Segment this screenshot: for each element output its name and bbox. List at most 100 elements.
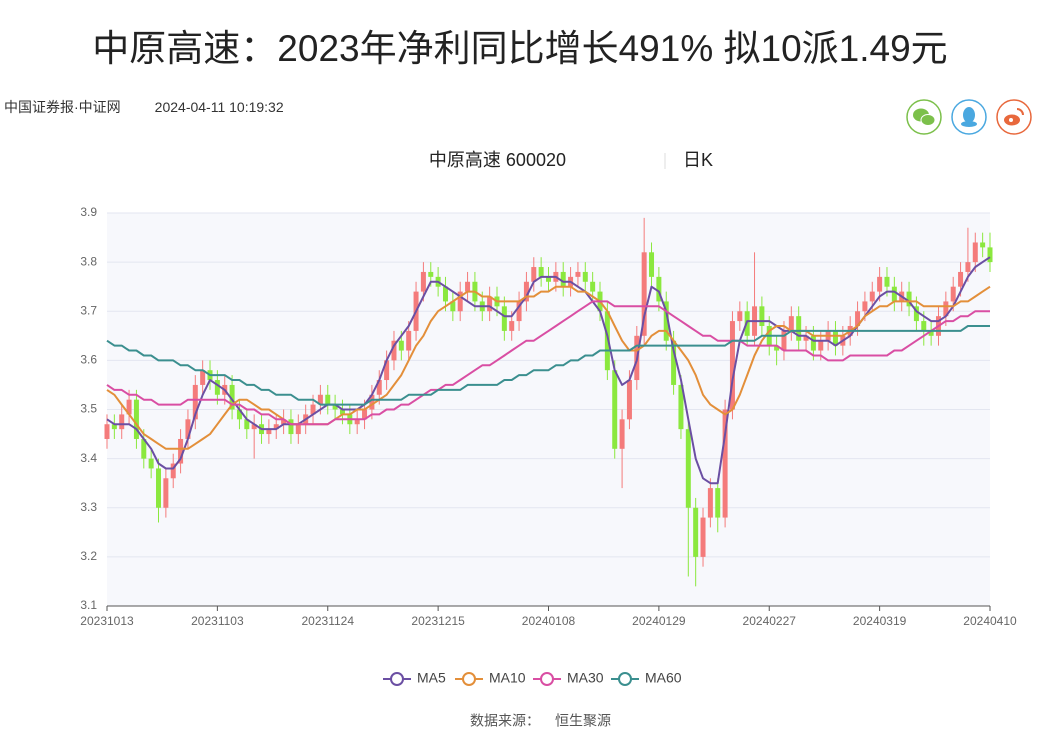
- candle-body: [362, 409, 368, 420]
- chart-period: 日K: [683, 150, 713, 170]
- article-meta: 中国证券报·中证网 2024-04-11 10:19:32: [4, 97, 284, 117]
- candle-body: [575, 271, 581, 277]
- candle-body: [928, 330, 934, 336]
- candle-body: [126, 399, 132, 415]
- candle-body: [457, 291, 463, 312]
- y-tick-label: 3.2: [80, 549, 97, 563]
- share-qq[interactable]: [951, 99, 987, 135]
- candle-body: [376, 380, 382, 395]
- candle-body: [796, 316, 802, 341]
- y-tick-label: 3.3: [80, 500, 97, 514]
- candle-body: [163, 478, 169, 508]
- candle-body: [788, 316, 794, 331]
- x-tick-label: 20240227: [743, 614, 797, 628]
- candle-body: [141, 438, 147, 459]
- candle-body: [200, 370, 206, 385]
- candle-body: [354, 419, 360, 425]
- candle-body: [950, 286, 956, 302]
- candle-body: [310, 404, 316, 415]
- candle-body: [325, 394, 331, 405]
- legend-label: MA5: [417, 670, 446, 686]
- candle-body: [700, 517, 706, 557]
- candle-body: [244, 419, 250, 430]
- candle-body: [465, 281, 471, 292]
- candle-body: [737, 311, 743, 322]
- candle-body: [295, 424, 301, 435]
- x-tick-label: 20240129: [632, 614, 686, 628]
- candle-body: [229, 384, 235, 410]
- candle-body: [501, 306, 507, 331]
- footer-source: 恒生聚源: [555, 713, 611, 729]
- candle-body: [148, 458, 154, 469]
- ma-line: [106, 325, 990, 406]
- legend-marker: [540, 672, 554, 686]
- candle-body: [538, 267, 544, 277]
- candle-body: [111, 424, 117, 430]
- x-tick-label: 20240410: [963, 614, 1017, 628]
- candle-body: [869, 291, 875, 302]
- candle-body: [560, 271, 566, 287]
- legend-marker: [462, 672, 476, 686]
- candle-body: [487, 296, 493, 312]
- candle-body: [384, 360, 390, 381]
- candle-body: [641, 252, 647, 336]
- candle-body: [236, 409, 242, 420]
- article-title: 中原高速：2023年净利同比增长491% 拟10派1.49元: [92, 28, 948, 69]
- candle-body: [398, 340, 404, 351]
- x-tick-label: 20231215: [411, 614, 465, 628]
- y-tick-label: 3.4: [80, 451, 97, 465]
- candle-body: [715, 488, 721, 518]
- candle-body: [185, 419, 191, 439]
- candle-body: [803, 335, 809, 341]
- candle-body: [921, 321, 927, 331]
- candle-body: [965, 262, 971, 272]
- candle-body: [281, 419, 287, 425]
- candle-body: [818, 340, 824, 351]
- candle-body: [891, 286, 897, 302]
- candle-body: [987, 247, 993, 263]
- share-icons: [906, 99, 1032, 135]
- candle-body: [273, 424, 279, 430]
- candle-body: [214, 380, 220, 395]
- candle-body: [531, 267, 537, 282]
- candle-body: [170, 463, 176, 479]
- candle-body: [619, 419, 625, 449]
- article-time: 2024-04-11 10:19:32: [154, 99, 284, 115]
- x-tick-label: 20231124: [302, 614, 355, 628]
- candle-body: [678, 384, 684, 430]
- candle-body: [192, 384, 198, 420]
- candle-body: [958, 271, 964, 287]
- candle-body: [509, 321, 515, 331]
- candle-body: [420, 271, 426, 292]
- candle-body: [442, 286, 448, 302]
- y-tick-label: 3.9: [80, 205, 97, 219]
- candle-body: [317, 394, 323, 405]
- candle-body: [884, 276, 890, 287]
- candle-body: [590, 281, 596, 292]
- legend-label: MA10: [489, 670, 526, 686]
- legend-label: MA60: [645, 670, 682, 686]
- article-source: 中国证券报·中证网: [4, 99, 121, 115]
- candle-body: [656, 276, 662, 302]
- candle-body: [943, 301, 949, 317]
- candle-body: [266, 429, 272, 435]
- candle-body: [685, 429, 691, 508]
- candle-body: [612, 370, 618, 449]
- candle-body: [781, 330, 787, 351]
- share-weibo[interactable]: [996, 99, 1032, 135]
- share-wechat[interactable]: [906, 99, 942, 135]
- candle-body: [722, 409, 728, 518]
- candle-body: [693, 507, 699, 557]
- candle-body: [810, 335, 816, 351]
- candle-body: [251, 424, 257, 430]
- candle-body: [450, 301, 456, 312]
- y-tick-label: 3.6: [80, 353, 97, 367]
- candle-body: [855, 311, 861, 326]
- candle-body: [582, 271, 588, 282]
- candle-body: [671, 340, 677, 385]
- candle-body: [729, 321, 735, 410]
- ma-line: [106, 300, 990, 426]
- ma-line: [106, 256, 991, 485]
- candle-body: [516, 301, 522, 322]
